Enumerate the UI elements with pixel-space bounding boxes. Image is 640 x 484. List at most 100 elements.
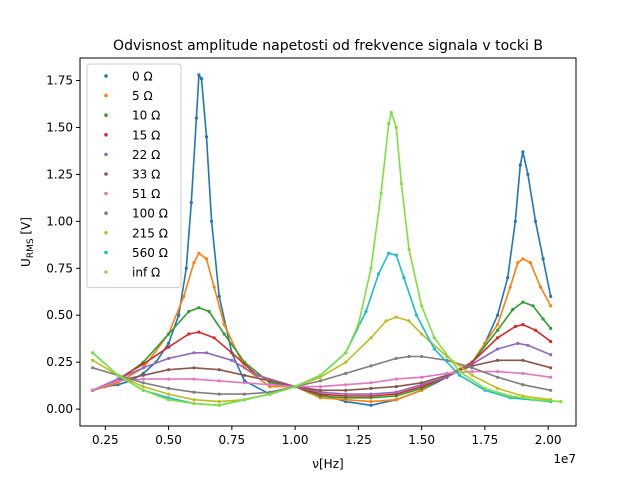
x-offset-label: 1e7	[553, 452, 576, 466]
point-0-34	[533, 219, 538, 223]
y-tick-label-5: 1.25	[46, 167, 73, 181]
point-4-3	[167, 356, 171, 360]
point-8-2	[141, 385, 145, 389]
point-4-11	[369, 392, 373, 396]
legend: 0 Ω 5 Ω 10 Ω 15 Ω 22 Ω 33 Ω 51 Ω 100 Ω 215 Ω 560 …	[86, 63, 182, 289]
legend-marker-1	[104, 93, 108, 98]
x-axis-label: ν[Hz]	[312, 457, 343, 471]
point-1-24	[528, 261, 533, 265]
point-3-7	[230, 351, 234, 355]
axes-frame	[79, 57, 577, 427]
point-8-12	[384, 319, 388, 323]
point-1-9	[222, 323, 226, 327]
legend-marker-2	[104, 113, 108, 117]
x-tick-label-6: 1.75	[472, 433, 499, 447]
legend-box	[86, 63, 182, 289]
point-3-17	[496, 336, 500, 340]
point-10-7	[268, 392, 272, 396]
point-7-11	[369, 364, 373, 368]
point-10-11	[356, 323, 360, 327]
point-10-23	[508, 394, 512, 398]
point-7-16	[470, 366, 474, 370]
point-10-15	[389, 110, 393, 114]
point-5-18	[549, 366, 553, 370]
y-tick-label-6: 1.50	[46, 120, 73, 134]
chart-title: Odvisnost amplitude napetosti od frekven…	[113, 38, 543, 54]
point-10-12	[369, 266, 373, 270]
legend-label-6: 51 Ω	[132, 187, 160, 201]
point-0-32	[521, 150, 525, 154]
point-8-5	[217, 400, 221, 404]
point-7-9	[318, 379, 322, 383]
point-10-13	[379, 191, 383, 195]
point-5-7	[268, 379, 272, 383]
point-6-7	[268, 383, 272, 387]
plot-marks	[91, 73, 563, 407]
point-8-4	[192, 398, 196, 402]
x-ticks: 0.25 0.50 0.75 1.00 1.25 1.50 1.75 2.00	[92, 426, 562, 447]
point-0-22	[369, 403, 373, 407]
point-10-5	[217, 403, 221, 407]
point-5-10	[344, 388, 348, 392]
point-7-18	[521, 383, 525, 387]
point-0-28	[496, 313, 500, 317]
point-3-20	[533, 328, 538, 332]
x-tick-label-2: 0.75	[218, 433, 245, 447]
point-4-7	[255, 373, 259, 377]
y-axis-label-unit: [V]	[19, 217, 33, 238]
point-5-9	[318, 388, 322, 392]
point-0-31	[518, 163, 522, 167]
point-0-30	[513, 219, 517, 223]
legend-marker-5	[104, 172, 108, 176]
point-5-5	[217, 368, 221, 372]
point-0-15	[217, 294, 221, 298]
y-axis-label-sub: RMS	[26, 238, 36, 258]
legend-label-3: 15 Ω	[132, 128, 160, 142]
point-2-5	[197, 306, 201, 310]
point-10-20	[432, 336, 436, 340]
point-7-2	[141, 381, 145, 385]
point-5-11	[369, 386, 373, 390]
point-1-16	[394, 398, 398, 402]
series-line-3	[92, 323, 552, 397]
point-8-3	[167, 392, 171, 396]
y-tick-label-1: 0.25	[46, 355, 73, 369]
point-10-21	[458, 370, 462, 374]
point-5-6	[242, 373, 247, 377]
point-2-22	[541, 317, 545, 321]
point-2-7	[222, 332, 226, 336]
point-10-0	[91, 351, 95, 355]
point-6-16	[496, 370, 500, 374]
y-tick-label-7: 1.75	[46, 74, 73, 88]
point-10-17	[399, 182, 403, 186]
point-4-5	[204, 351, 209, 355]
point-10-1	[116, 373, 120, 377]
point-9-17	[432, 347, 436, 351]
point-6-12	[394, 377, 398, 381]
point-7-3	[167, 386, 171, 390]
point-8-0	[91, 358, 95, 362]
point-9-11	[364, 309, 368, 314]
point-8-17	[470, 373, 474, 377]
point-8-18	[496, 386, 500, 390]
legend-label-5: 33 Ω	[132, 168, 160, 182]
point-5-12	[394, 385, 398, 389]
point-3-21	[549, 339, 553, 344]
point-0-10	[194, 116, 198, 120]
series-line-2	[92, 301, 552, 399]
legend-marker-6	[104, 191, 108, 196]
point-4-12	[394, 390, 398, 394]
point-0-14	[210, 219, 214, 223]
series-10	[91, 110, 563, 407]
x-tick-label-1: 0.50	[155, 433, 182, 447]
point-7-5	[217, 392, 221, 396]
point-3-2	[141, 362, 145, 366]
point-9-14	[394, 253, 398, 257]
point-0-33	[526, 172, 530, 176]
point-4-10	[344, 392, 348, 396]
legend-label-8: 215 Ω	[132, 226, 168, 240]
point-0-13	[204, 135, 209, 139]
point-10-2	[141, 388, 145, 392]
y-tick-label-3: 0.75	[46, 261, 73, 275]
point-9-18	[458, 373, 462, 377]
